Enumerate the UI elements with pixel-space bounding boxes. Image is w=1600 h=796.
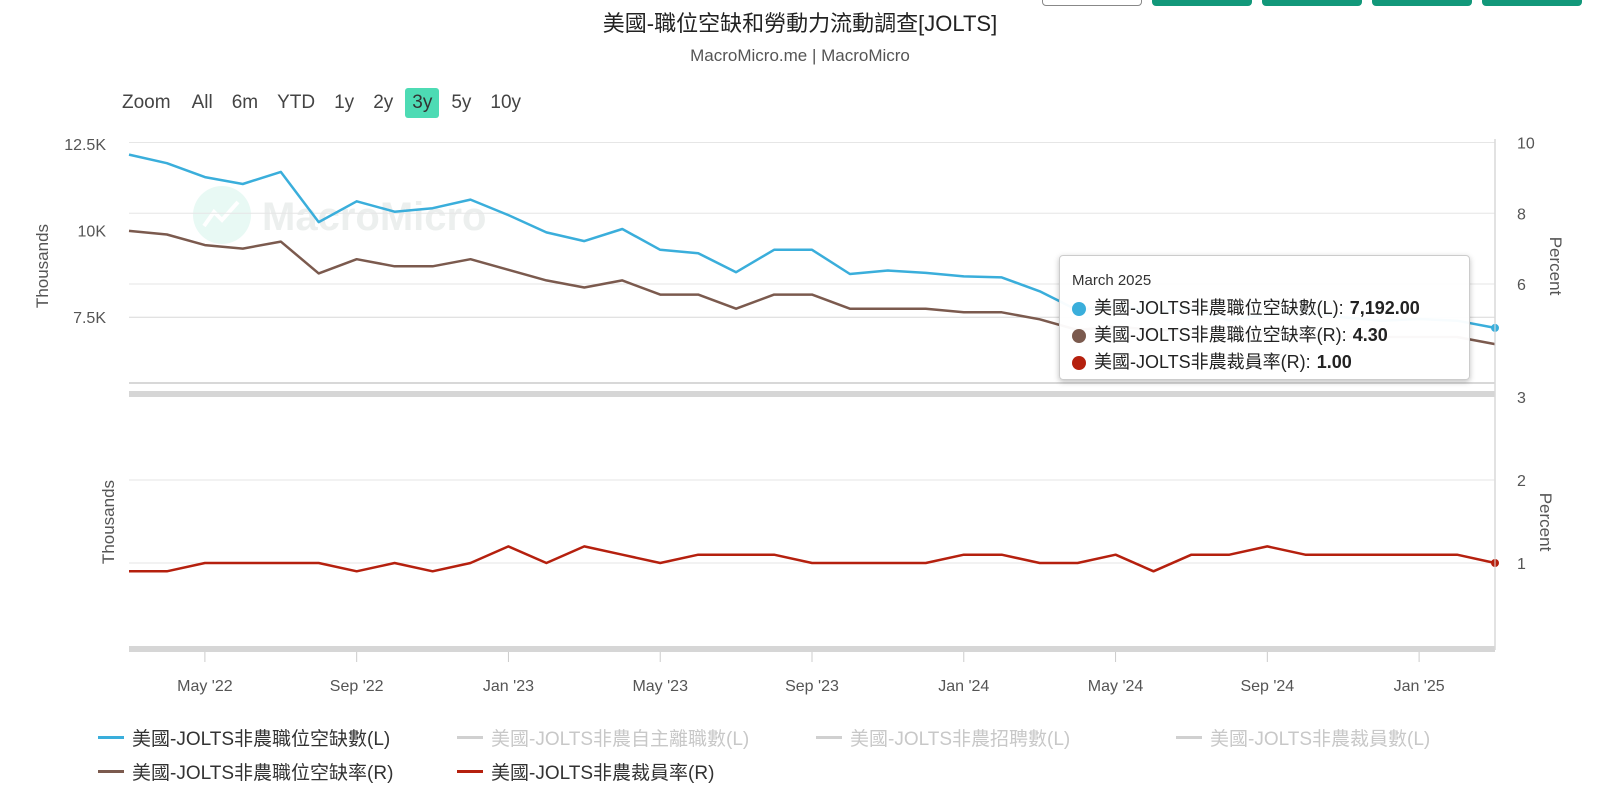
legend-item-layoffs-rate[interactable]: 美國-JOLTS非農裁員率(R) xyxy=(457,758,714,785)
tooltip: March 2025 美國-JOLTS非農職位空缺數(L): 7,192.00 … xyxy=(1059,255,1470,380)
legend-swatch xyxy=(457,770,483,773)
right-tick-label: 1 xyxy=(1517,556,1526,573)
x-tick-label: Jan '23 xyxy=(483,678,534,695)
bottom-left-axis-title: Thousands xyxy=(99,480,118,564)
chart-subtitle: MacroMicro.me | MacroMicro xyxy=(690,46,910,65)
tooltip-series-value: 4.30 xyxy=(1352,325,1388,345)
legend-item-openings-rate[interactable]: 美國-JOLTS非農職位空缺率(R) xyxy=(98,758,393,785)
x-tick-label: May '22 xyxy=(177,678,233,695)
legend-item-quits[interactable]: 美國-JOLTS非農自主離職數(L) xyxy=(457,724,749,751)
legend-label: 美國-JOLTS非農自主離職數(L) xyxy=(491,729,750,750)
x-tick-label: Sep '24 xyxy=(1240,678,1294,695)
legend-label: 美國-JOLTS非農裁員率(R) xyxy=(491,763,715,784)
legend-swatch xyxy=(457,736,483,739)
watermark-text: MacroMicro xyxy=(262,195,487,239)
legend-label: 美國-JOLTS非農職位空缺數(L) xyxy=(132,729,391,750)
tooltip-row-openings-rate: 美國-JOLTS非農職位空缺率(R): 4.30 xyxy=(1072,322,1457,349)
legend-item-layoffs[interactable]: 美國-JOLTS非農裁員數(L) xyxy=(1176,724,1430,751)
left-tick-label: 10K xyxy=(78,224,107,241)
top-right-axis-title: Percent xyxy=(1546,237,1565,296)
x-tick-label: Jan '25 xyxy=(1394,678,1445,695)
right-tick-label: 6 xyxy=(1517,277,1526,294)
bottom-right-axis-title: Percent xyxy=(1536,493,1555,552)
right-tick-label: 8 xyxy=(1517,206,1526,223)
tooltip-date: March 2025 xyxy=(1072,272,1152,289)
right-tick-label: 3 xyxy=(1517,390,1526,407)
right-tick-label: 10 xyxy=(1517,136,1535,153)
zoom-button-6m[interactable]: 6m xyxy=(231,92,259,113)
zoom-button-ytd[interactable]: YTD xyxy=(277,92,316,113)
tooltip-series-value: 1.00 xyxy=(1316,352,1352,372)
legend-label: 美國-JOLTS非農職位空缺率(R) xyxy=(132,763,394,784)
tooltip-dot-icon xyxy=(1072,301,1086,316)
tooltip-row-layoffs-rate: 美國-JOLTS非農裁員率(R): 1.00 xyxy=(1072,349,1457,376)
zoom-button-all[interactable]: All xyxy=(191,92,213,113)
top-action-button-1[interactable] xyxy=(1042,0,1142,6)
series-line-layoffs-rate xyxy=(129,545,1496,573)
chart-title: 美國-職位空缺和勞動力流動調查[JOLTS] xyxy=(602,11,998,36)
zoom-button-2y[interactable]: 2y xyxy=(373,92,394,113)
zoom-button-3y[interactable]: 3y xyxy=(405,88,440,118)
bottom-panel-baseline xyxy=(129,646,1495,652)
watermark-logo-line xyxy=(202,200,240,228)
watermark: MacroMicro xyxy=(193,186,487,244)
top-action-button-5[interactable] xyxy=(1482,0,1582,6)
panel-separator xyxy=(129,391,1495,397)
x-tick-label: Jan '24 xyxy=(938,678,989,695)
x-tick-label: Sep '23 xyxy=(785,678,839,695)
zoom-bar: Zoom All 6m YTD 1y 2y 3y 5y 10y xyxy=(118,86,533,120)
legend-swatch xyxy=(1176,736,1202,739)
tooltip-series-name: 美國-JOLTS非農職位空缺數(L) xyxy=(1094,298,1339,318)
watermark-logo-icon xyxy=(193,186,251,244)
x-tick-label: May '23 xyxy=(632,678,688,695)
zoom-label: Zoom xyxy=(122,92,171,113)
legend-swatch xyxy=(98,736,124,739)
legend-swatch xyxy=(98,770,124,773)
legend-swatch xyxy=(816,736,842,739)
x-tick-label: May '24 xyxy=(1088,678,1144,695)
tooltip-series-value: 7,192.00 xyxy=(1349,298,1420,318)
tick-labels: 6 8 10 7.5K 10K 12.5K 3 2 1 May '22 Sep '22 Jan '23… xyxy=(64,136,1535,695)
zoom-button-1y[interactable]: 1y xyxy=(334,92,355,113)
tooltip-series-name: 美國-JOLTS非農裁員率(R) xyxy=(1094,352,1306,372)
legend-item-openings[interactable]: 美國-JOLTS非農職位空缺數(L) xyxy=(98,724,390,751)
right-tick-label: 2 xyxy=(1517,473,1526,490)
top-left-axis-title: Thousands xyxy=(33,224,52,308)
tooltip-row-openings: 美國-JOLTS非農職位空缺數(L): 7,192.00 xyxy=(1072,295,1457,322)
top-action-button-2[interactable] xyxy=(1152,0,1252,6)
tooltip-dot-icon xyxy=(1072,355,1086,370)
legend-label: 美國-JOLTS非農招聘數(L) xyxy=(850,729,1071,750)
zoom-button-5y[interactable]: 5y xyxy=(451,92,472,113)
top-action-button-4[interactable] xyxy=(1372,0,1472,6)
left-tick-label: 12.5K xyxy=(64,137,106,154)
tooltip-series-name: 美國-JOLTS非農職位空缺率(R) xyxy=(1094,325,1342,345)
top-action-button-3[interactable] xyxy=(1262,0,1362,6)
legend-label: 美國-JOLTS非農裁員數(L) xyxy=(1210,729,1431,750)
x-tick-label: Sep '22 xyxy=(330,678,384,695)
zoom-button-10y[interactable]: 10y xyxy=(490,92,522,113)
left-tick-label: 7.5K xyxy=(73,310,106,327)
legend-item-hires[interactable]: 美國-JOLTS非農招聘數(L) xyxy=(816,724,1070,751)
tooltip-dot-icon xyxy=(1072,328,1086,343)
